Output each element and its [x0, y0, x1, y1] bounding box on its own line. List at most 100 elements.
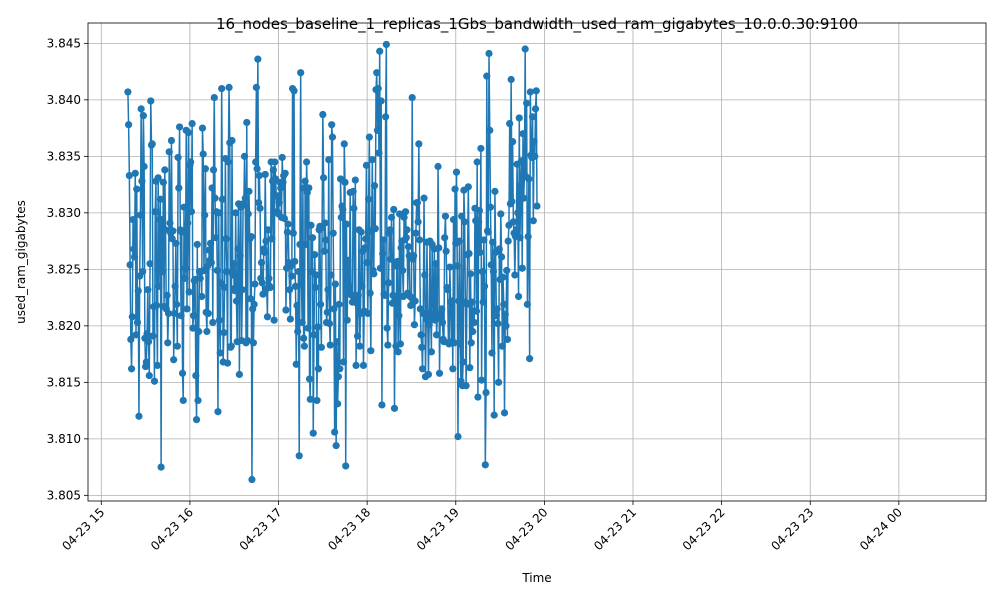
data-point: [427, 309, 435, 318]
data-point: [228, 136, 236, 145]
x-axis-label: Time: [521, 571, 551, 585]
data-point: [421, 271, 429, 279]
data-point: [305, 184, 313, 192]
data-point: [455, 297, 463, 305]
data-point: [521, 45, 529, 53]
data-point: [446, 263, 454, 271]
data-point: [225, 83, 233, 92]
data-point: [192, 416, 201, 424]
data-point: [313, 396, 321, 405]
data-point: [133, 318, 142, 327]
data-point: [395, 312, 403, 320]
data-point: [432, 260, 440, 268]
data-point: [435, 369, 444, 377]
data-point: [294, 268, 303, 276]
data-point: [531, 105, 540, 113]
data-point: [418, 343, 426, 351]
data-point: [247, 232, 255, 241]
data-point: [178, 228, 186, 236]
data-point: [326, 341, 334, 349]
data-point: [210, 93, 218, 102]
data-point: [209, 166, 218, 174]
data-point: [306, 395, 314, 403]
data-point: [294, 327, 302, 336]
data-point: [438, 305, 446, 313]
data-point: [244, 210, 252, 218]
data-point: [270, 316, 278, 324]
data-point: [166, 219, 174, 227]
data-point: [509, 138, 517, 146]
data-point: [520, 194, 528, 202]
data-point: [229, 260, 238, 268]
y-tick-label: 3.845: [47, 36, 81, 50]
data-point: [187, 208, 195, 216]
data-point: [413, 199, 421, 207]
data-point: [517, 157, 526, 165]
data-point: [266, 283, 275, 292]
data-point: [410, 252, 418, 260]
data-point: [336, 365, 344, 373]
plot-frame: [87, 22, 987, 502]
data-point: [353, 299, 361, 307]
data-point: [415, 236, 424, 244]
data-point: [351, 176, 359, 184]
data-point: [450, 339, 458, 347]
data-point: [325, 156, 333, 164]
data-point: [497, 210, 505, 218]
data-point: [359, 361, 368, 369]
data-point: [492, 312, 500, 320]
data-point: [349, 187, 357, 195]
data-point: [488, 349, 496, 357]
data-point: [415, 140, 423, 148]
data-point: [275, 199, 283, 207]
data-point: [179, 396, 187, 405]
data-point: [332, 442, 340, 450]
data-point: [476, 248, 484, 256]
data-point: [362, 235, 370, 243]
data-point: [165, 148, 173, 156]
data-point: [470, 318, 478, 327]
data-point: [324, 286, 332, 294]
data-point: [472, 307, 481, 315]
data-point: [292, 360, 300, 368]
data-point: [525, 175, 533, 183]
data-point: [147, 97, 155, 105]
y-tick-label: 3.840: [47, 93, 81, 107]
data-point: [334, 400, 342, 408]
data-point: [422, 315, 430, 323]
data-point: [370, 182, 379, 190]
data-point: [364, 309, 372, 318]
data-point: [441, 234, 449, 242]
data-point: [145, 371, 153, 380]
data-point: [238, 286, 246, 294]
data-point: [408, 93, 416, 102]
data-point: [533, 202, 541, 210]
data-point: [377, 97, 385, 105]
data-point: [223, 268, 231, 276]
data-point: [158, 216, 166, 224]
data-point: [204, 309, 212, 318]
data-point: [175, 184, 183, 192]
data-point: [344, 256, 352, 264]
data-point: [283, 228, 291, 236]
data-point: [358, 282, 366, 290]
data-point: [236, 252, 244, 260]
data-point: [429, 294, 437, 302]
data-point: [218, 195, 226, 203]
data-point: [208, 184, 216, 192]
data-point: [503, 266, 511, 275]
data-point: [468, 298, 476, 306]
data-point: [503, 335, 512, 344]
data-point: [438, 318, 447, 327]
data-point: [343, 316, 351, 324]
data-point: [256, 204, 264, 212]
data-point: [478, 268, 486, 276]
data-point: [357, 228, 365, 236]
data-point: [486, 126, 494, 134]
data-point: [248, 475, 256, 484]
data-point: [321, 219, 329, 227]
data-point: [190, 312, 198, 320]
data-point: [523, 99, 531, 107]
data-point: [173, 342, 181, 350]
data-point: [371, 225, 379, 233]
